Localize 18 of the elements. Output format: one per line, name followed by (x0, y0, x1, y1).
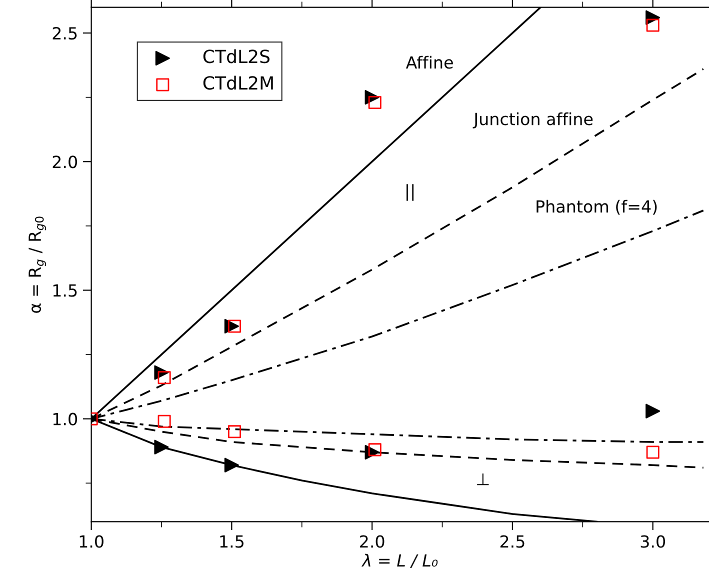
y-axis-title: α = R$_{g}$ / R$_{g0}$ (28, 216, 46, 313)
x-tick-label: 2.0 (360, 535, 384, 548)
legend-label: CTdL2M (203, 76, 273, 90)
annotation: ⊥ (477, 473, 489, 486)
y-tick-label: 2.0 (52, 156, 77, 168)
annotation: Junction affine (472, 112, 593, 128)
x-tick-label: 1.5 (220, 535, 244, 548)
annotation: Phantom (f=4) (536, 200, 657, 215)
x-tick-label: 2.5 (500, 535, 524, 548)
y-tick-label: 1.5 (53, 284, 77, 297)
y-tick-label: 2.5 (52, 26, 77, 40)
annotation: || (406, 184, 414, 201)
x-tick-label: 1.0 (80, 535, 104, 548)
x-axis-title: λ = L / L₀ (361, 554, 438, 568)
legend-label: CTdL2S (203, 49, 270, 64)
annotation: Affine (406, 56, 453, 69)
x-tick-label: 3.0 (640, 535, 665, 548)
y-tick-label: 1.0 (53, 412, 77, 426)
